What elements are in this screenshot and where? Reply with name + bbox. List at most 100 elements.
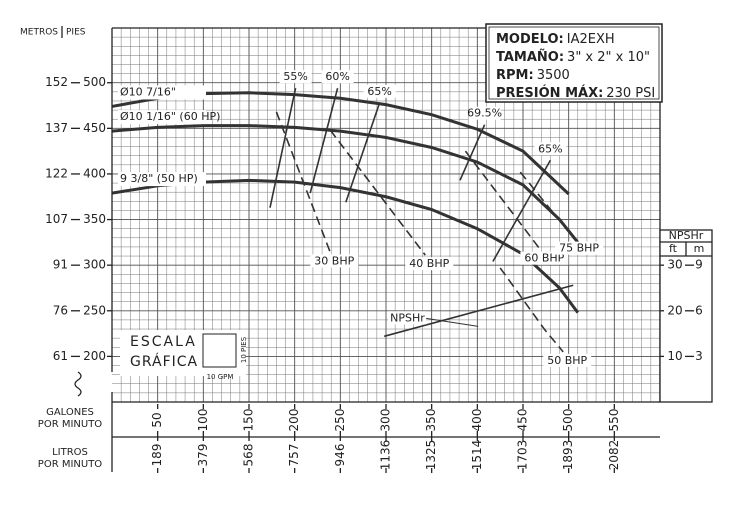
scale-width: 10 GPM — [207, 373, 234, 381]
y-tick-label: 250 — [83, 303, 106, 317]
y2-tick-label: 122 — [45, 166, 68, 180]
x2-tick-label: 568 — [242, 444, 256, 467]
power-line — [464, 150, 541, 251]
npsh-m-label: 9 — [695, 258, 703, 272]
power-line — [275, 111, 332, 253]
npsh-m-label: 6 — [695, 303, 703, 317]
x-tick-label: 400 — [470, 409, 484, 432]
x2-tick-label: 189 — [150, 444, 164, 467]
scale-box — [202, 333, 237, 368]
y2-tick-label: 107 — [45, 212, 68, 226]
y2-tick-label: 76 — [53, 303, 68, 317]
info-box — [485, 23, 663, 103]
npsh-tick-label: 30 — [667, 258, 682, 272]
efficiency-line — [309, 88, 339, 194]
series-label: 9 3/8" (50 HP) — [120, 172, 198, 185]
x-tick-label: 150 — [242, 409, 256, 432]
x2-tick-label: 757 — [287, 444, 301, 467]
y2-tick-label: 61 — [53, 349, 68, 363]
info-box-inner — [488, 26, 660, 100]
x2-tick-label: 379 — [196, 444, 210, 467]
info-label: MODELO: — [496, 32, 564, 47]
efficiency-label: 69.5% — [467, 107, 502, 120]
info-line: TAMAÑO: 3" x 2" x 10" — [496, 49, 650, 65]
y2-tick-label: 137 — [45, 121, 68, 135]
y2-axis-title: METROS — [20, 28, 58, 38]
label-bg — [405, 257, 454, 271]
efficiency-label: 60% — [325, 70, 349, 83]
axis-break — [74, 371, 82, 397]
label-bg — [468, 106, 501, 120]
info-value: 3" x 2" x 10" — [567, 50, 650, 65]
npsh-curve — [383, 284, 574, 338]
power-label: 40 BHP — [409, 257, 449, 270]
info-label: RPM: — [496, 68, 534, 83]
y2-tick-label: 152 — [45, 75, 68, 89]
x-axis-title: GALONES POR MINUTO — [38, 407, 103, 430]
x2-tick-label: 1514 — [470, 440, 484, 471]
label-bg — [388, 311, 427, 325]
y-axis-title: PIES — [66, 28, 86, 38]
x2-axis-title: LITROS POR MINUTO — [38, 447, 103, 470]
power-line — [519, 171, 576, 241]
info-line: RPM: 3500 — [496, 68, 570, 83]
scale-height: 10 PIES — [240, 336, 248, 363]
power-label: 30 BHP — [314, 254, 354, 267]
npsh-tick-label: 20 — [667, 303, 682, 317]
efficiency-label: 55% — [283, 70, 307, 83]
x2-tick-label: 1136 — [379, 440, 393, 471]
y-tick-label: 450 — [83, 121, 106, 135]
x-tick-label: 50 — [150, 412, 164, 427]
power-label: 50 BHP — [547, 354, 587, 367]
power-label: 60 BHP — [524, 252, 564, 265]
label-bg — [534, 142, 567, 156]
x-tick-label: 350 — [424, 409, 438, 432]
npsh-unit: ft — [669, 242, 678, 255]
label-bg — [543, 353, 592, 367]
efficiency-line — [459, 124, 486, 181]
label-bg — [555, 241, 604, 255]
efficiency-line — [345, 102, 381, 203]
scale-text: ESCALA — [130, 334, 197, 350]
info: MODELO: IA2EXH TAMAÑO: 3" x 2" x 10" RPM: 350… — [496, 32, 655, 101]
series-label: Ø10 7/16" — [120, 85, 176, 98]
npsh-unit: m — [694, 242, 705, 255]
x2-tick-label: 2082 — [607, 440, 621, 471]
efficiency-line — [269, 88, 297, 208]
info-line: MODELO: IA2EXH — [496, 32, 615, 47]
info-line: PRESIÓN MÁX: 230 PSI — [496, 85, 655, 101]
info-value: 3500 — [537, 68, 570, 83]
x-tick-label: 550 — [607, 409, 621, 432]
y-tick-label: 400 — [83, 166, 106, 180]
x-tick-label: 450 — [516, 409, 530, 432]
y-tick-label: 300 — [83, 258, 106, 272]
head-curve — [111, 124, 579, 244]
label-bg — [118, 110, 206, 125]
x2-tick-label: 1893 — [561, 440, 575, 471]
efficiency-label: 65% — [367, 85, 391, 98]
power-line — [499, 267, 564, 353]
info-label: TAMAÑO: — [496, 49, 564, 65]
npsh-panel — [659, 229, 713, 403]
y-tick-label: 350 — [83, 212, 106, 226]
npsh-m-label: 3 — [695, 349, 703, 363]
label-bg — [321, 70, 354, 84]
power-line — [329, 129, 426, 256]
label-bg — [279, 70, 312, 84]
efficiency-label: 65% — [538, 142, 562, 155]
scale-text: GRÁFICA — [130, 353, 198, 370]
label-bg — [310, 254, 359, 268]
x2-tick-label: 1325 — [424, 440, 438, 471]
npsh-label: NPSHr — [390, 311, 425, 324]
efficiency-line — [492, 159, 552, 262]
x-tick-label: 250 — [333, 409, 347, 432]
npsh-title: NPSHr — [669, 229, 704, 242]
y2-tick-label: 91 — [53, 258, 68, 272]
x2-tick-label: 1703 — [516, 440, 530, 471]
x-tick-label: 500 — [561, 409, 575, 432]
power-label: 75 BHP — [559, 242, 599, 255]
series-label: Ø10 1/16" (60 HP) — [120, 110, 220, 123]
leader — [426, 317, 479, 327]
info-value: 230 PSI — [606, 86, 655, 101]
